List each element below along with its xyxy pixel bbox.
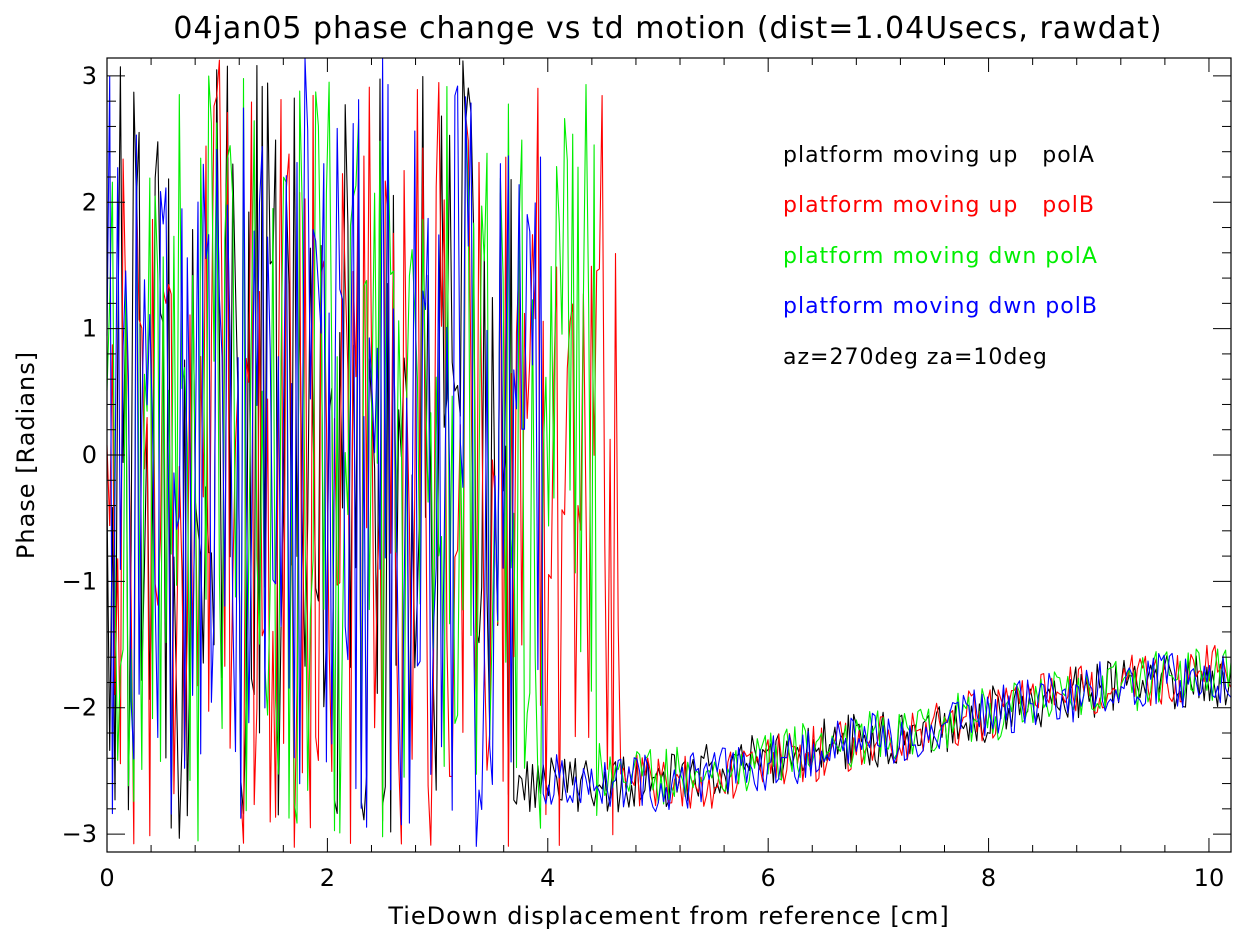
y-tick-label: −1 — [62, 567, 97, 595]
ticks-layer — [106, 58, 1231, 852]
series-dwn-pola — [106, 75, 1232, 842]
y-tick-label: −2 — [62, 694, 97, 722]
legend-entry-dwn-pola: platform moving dwn polA — [783, 244, 1098, 269]
y-tick-label: 3 — [82, 62, 97, 90]
y-tick-label: 2 — [82, 188, 97, 216]
series-up-pola — [106, 60, 1232, 839]
x-axis-label: TieDown displacement from reference [cm] — [387, 902, 949, 930]
y-tick-label: 0 — [82, 441, 97, 469]
x-tick-label: 2 — [320, 864, 335, 892]
tick-labels-layer: 0 2 4 6 8 10 −3 −2 −1 0 1 2 3 — [62, 62, 1225, 892]
x-tick-label: 4 — [540, 864, 555, 892]
chart-title: 04jan05 phase change vs td motion (dist=… — [173, 11, 1162, 46]
x-tick-label: 10 — [1194, 864, 1225, 892]
y-tick-label: 1 — [82, 315, 97, 343]
legend-annotation: az=270deg za=10deg — [783, 345, 1048, 370]
x-tick-label: 6 — [761, 864, 776, 892]
legend-entry-up-polb: platform moving up polB — [783, 193, 1095, 218]
legend: platform moving up polA platform moving … — [783, 143, 1098, 370]
y-tick-label: −3 — [62, 820, 97, 848]
legend-entry-up-pola: platform moving up polA — [783, 143, 1095, 168]
x-tick-label: 8 — [981, 864, 996, 892]
series-up-polb — [106, 59, 1232, 848]
series-dwn-polb — [106, 57, 1232, 847]
x-tick-label: 0 — [99, 864, 114, 892]
legend-entry-dwn-polb: platform moving dwn polB — [783, 294, 1098, 319]
series-layer — [106, 57, 1232, 848]
y-axis-label: Phase [Radians] — [12, 351, 40, 559]
